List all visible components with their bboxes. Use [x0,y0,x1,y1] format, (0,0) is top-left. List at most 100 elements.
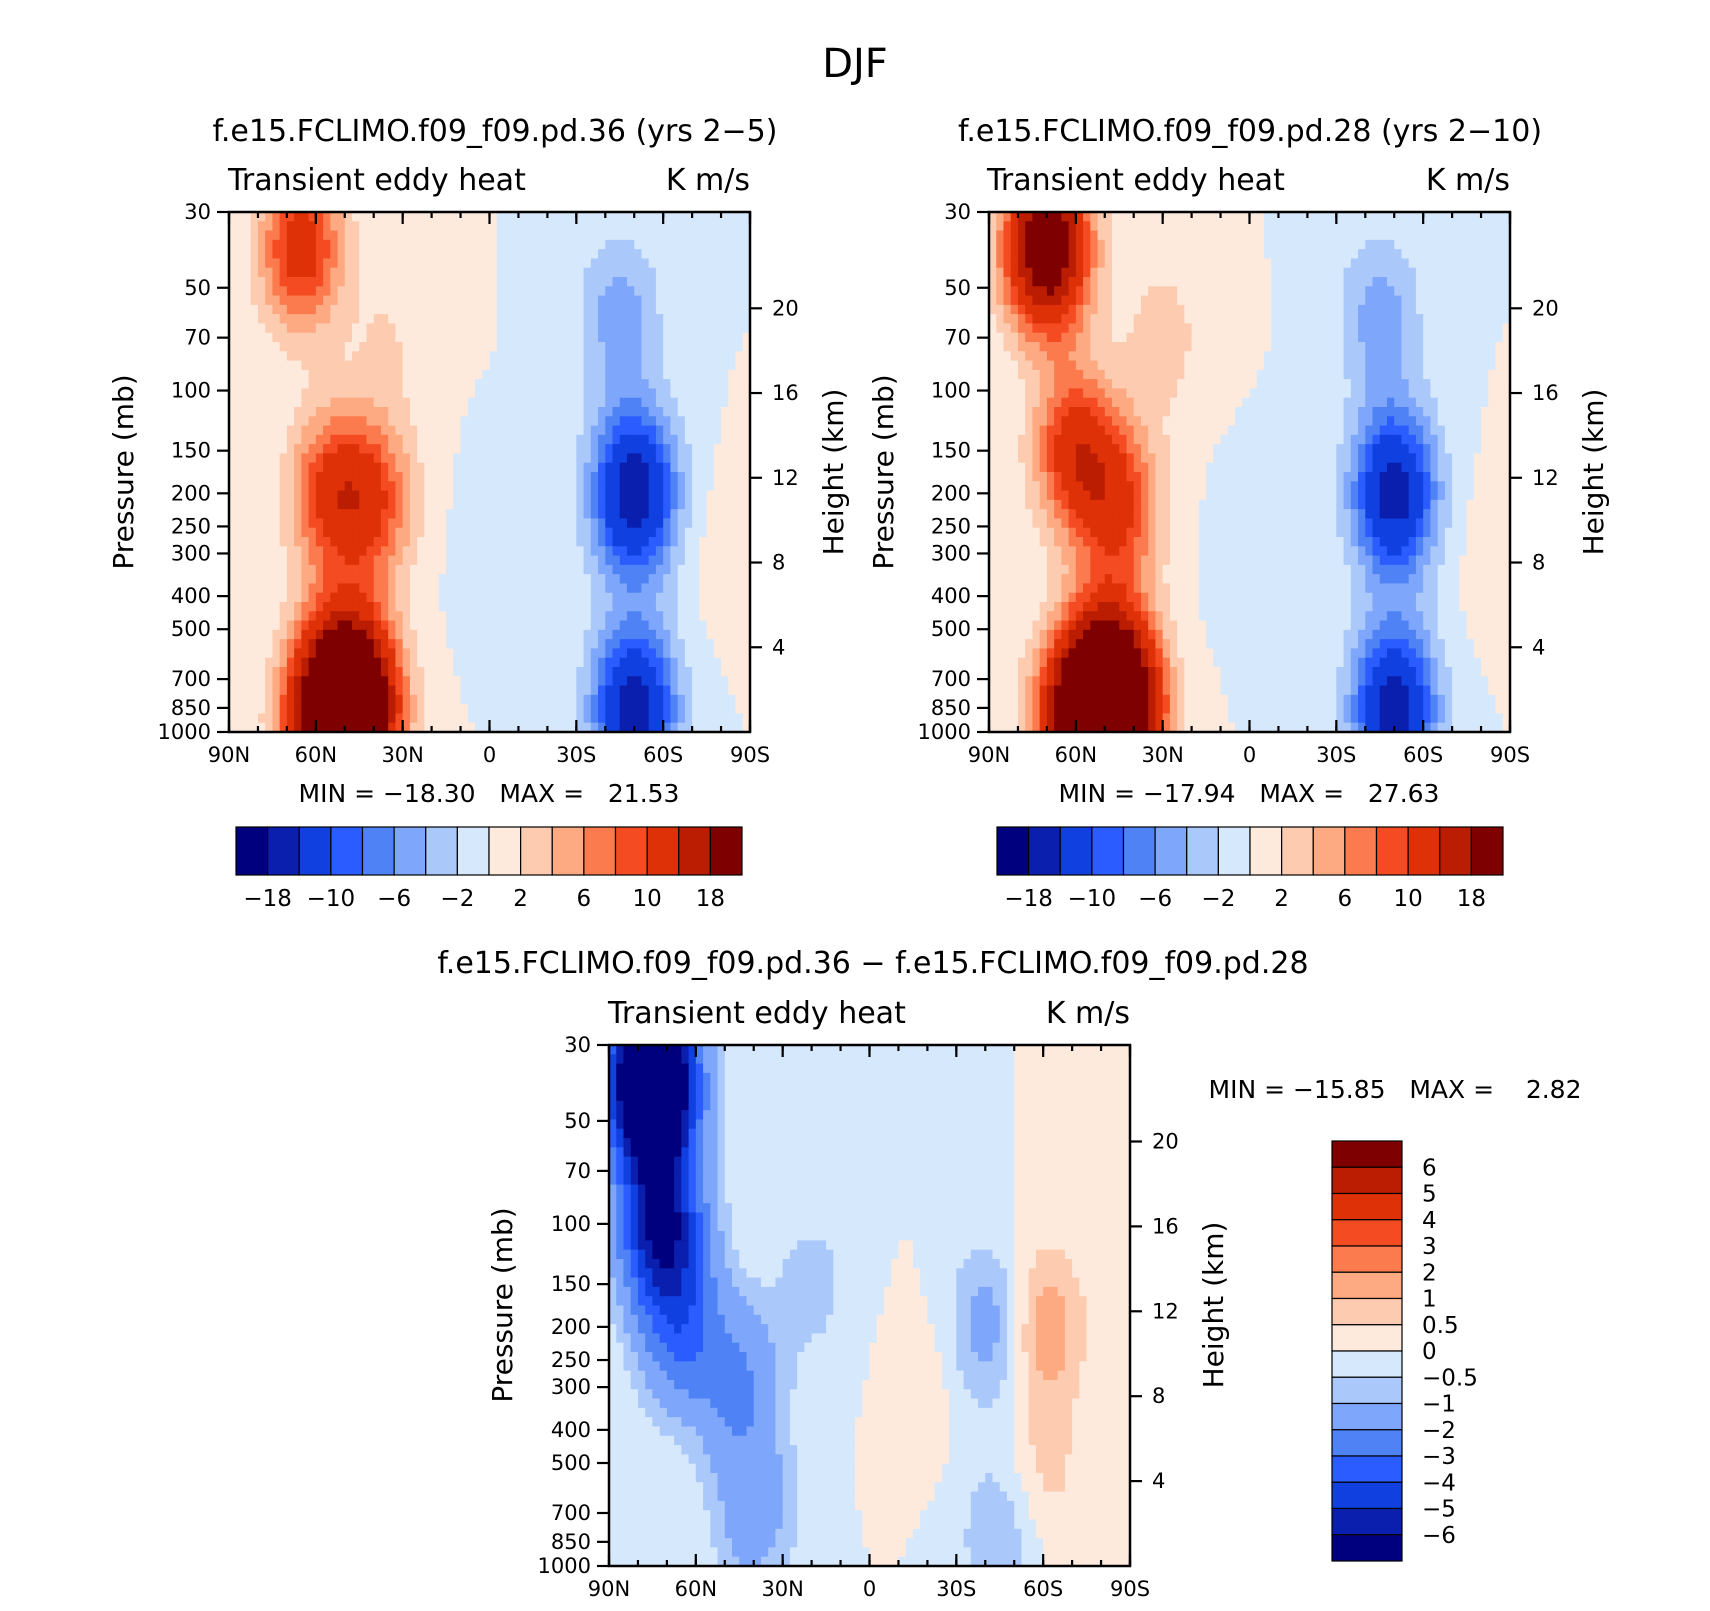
field-cell [475,657,483,668]
field-cell [663,332,672,343]
field-cell [1336,230,1345,241]
field-cell [728,602,737,612]
field-cell [648,639,657,650]
field-cell [279,434,288,445]
field-cell [684,286,693,297]
field-cell [257,221,266,232]
field-cell [1112,212,1120,222]
field-cell [489,249,498,260]
field-cell [229,564,237,575]
field-cell [583,407,592,417]
field-cell [641,360,650,371]
field-cell [540,434,548,445]
field-cell [453,583,462,594]
field-cell [619,212,628,222]
field-cell [1249,314,1258,325]
field-cell [236,444,245,455]
field-cell [352,221,360,232]
field-cell [1010,239,1019,250]
field-cell [1256,212,1265,222]
field-cell [366,592,375,603]
field-cell [417,490,425,501]
field-cell [1466,239,1475,250]
field-cell [554,611,563,622]
field-cell [598,537,606,547]
field-cell [511,323,520,334]
field-cell [706,499,715,510]
field-cell [250,722,259,733]
field-cell [721,397,729,408]
field-cell [728,481,737,492]
field-cell [424,564,433,575]
field-cell [648,676,657,687]
field-cell [1481,267,1489,278]
field-cell [496,258,505,269]
field-cell [265,527,274,538]
field-cell [366,434,375,445]
field-cell [308,490,317,501]
field-cell [713,453,722,464]
field-cell [308,574,317,585]
panel-1-stats: MIN = −18.30 MAX = 21.53 [299,779,680,808]
field-cell [503,453,512,464]
field-cell [663,286,672,297]
field-cell [265,434,274,445]
field-cell [1271,286,1280,297]
field-cell [257,434,266,445]
field-cell [713,574,722,585]
field-cell [605,546,614,557]
field-cell [460,323,469,334]
field-cell [670,499,679,510]
field-cell [641,611,650,622]
field-cell [359,295,368,306]
field-cell [315,342,324,352]
field-cell [684,221,693,232]
field-cell [409,555,418,566]
field-cell [735,239,744,250]
field-cell [431,212,440,222]
y-right-tick-label: 16 [772,381,799,405]
field-cell [561,379,570,390]
field-cell [612,332,621,343]
field-cell [547,388,556,399]
field-cell [1263,249,1272,260]
field-cell [301,286,310,297]
field-cell [1394,295,1403,306]
field-cell [1307,221,1316,232]
field-cell [1285,221,1294,232]
field-cell [569,462,577,473]
field-cell [612,537,621,547]
field-cell [475,212,483,222]
field-cell [460,713,469,724]
field-cell [735,425,744,436]
field-cell [742,639,751,650]
field-cell [612,267,621,278]
field-cell [670,304,679,315]
field-cell [605,472,614,482]
field-cell [489,657,498,668]
field-cell [561,667,570,677]
field-cell [279,323,288,334]
field-cell [250,304,259,315]
field-cell [721,472,729,482]
field-cell [475,574,483,585]
field-cell [590,314,599,325]
field-cell [547,592,556,603]
field-cell [663,490,672,501]
field-cell [511,564,520,575]
field-cell [518,267,527,278]
field-cell [301,611,310,622]
field-cell [670,397,679,408]
field-cell [417,537,425,547]
field-cell [626,602,635,612]
field-cell [612,416,621,427]
field-cell [373,425,382,436]
field-cell [619,639,628,650]
field-cell [475,499,483,510]
field-cell [431,434,440,445]
field-cell [547,676,556,687]
field-cell [612,360,621,371]
field-cell [323,425,331,436]
field-cell [366,286,375,297]
field-cell [605,295,614,306]
